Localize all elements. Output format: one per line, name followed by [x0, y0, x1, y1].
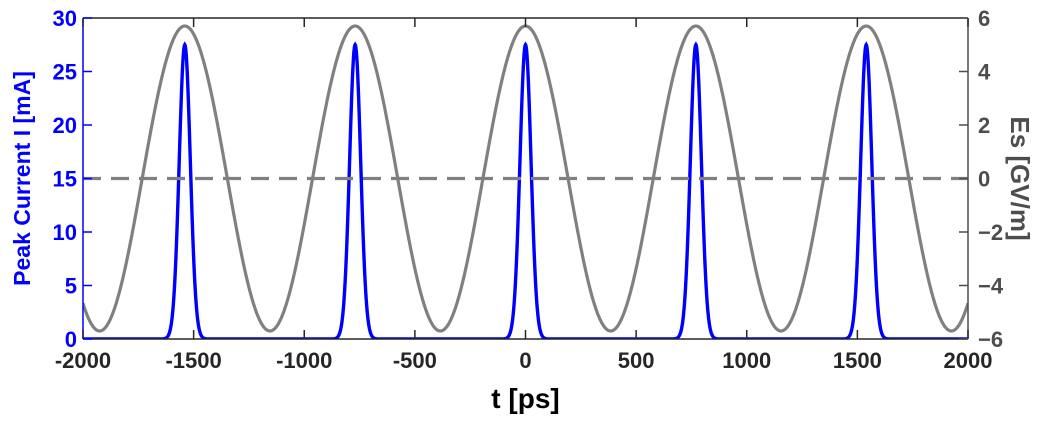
x-tick-label: 1500	[833, 348, 882, 373]
plot-layer	[83, 24, 968, 339]
x-tick-label: 1000	[722, 348, 771, 373]
right-y-tick-label: 0	[978, 167, 990, 192]
x-tick-label: -2000	[55, 348, 111, 373]
peak-current-line	[83, 41, 968, 339]
right-y-tick-label: 6	[978, 6, 990, 31]
x-tick-label: 500	[618, 348, 655, 373]
left-y-tick-label: 30	[53, 6, 77, 31]
labels-layer: t [ps] Peak Current I [mA] Es [GV/m]	[9, 71, 1035, 414]
right-y-tick-label: 2	[978, 113, 990, 138]
axes-layer: -2000 -1500 -1000 -500 0 500 1000 1500 2000 0 5 10 1…	[53, 6, 1004, 373]
right-y-axis-label: Es [GV/m]	[1005, 116, 1035, 240]
right-y-tick-label: −6	[978, 327, 1003, 352]
x-tick-label: -1500	[165, 348, 221, 373]
x-tick-label: 0	[519, 348, 531, 373]
left-y-tick-label: 0	[65, 327, 77, 352]
x-tick-label: 2000	[944, 348, 993, 373]
right-y-tick-label: −2	[978, 220, 1003, 245]
left-y-axis-label: Peak Current I [mA]	[9, 71, 35, 286]
left-y-tick-label: 15	[53, 167, 77, 192]
right-y-tick-label: 4	[978, 60, 991, 85]
x-tick-label: -500	[393, 348, 437, 373]
left-y-tick-label: 25	[53, 60, 77, 85]
x-tick-label: -1000	[276, 348, 332, 373]
left-y-tick-label: 5	[65, 274, 77, 299]
right-y-tick-label: −4	[978, 274, 1004, 299]
left-y-tick-label: 10	[53, 220, 77, 245]
field-es-line	[83, 24, 968, 333]
left-y-tick-label: 20	[53, 113, 77, 138]
x-axis-label: t [ps]	[491, 383, 559, 414]
